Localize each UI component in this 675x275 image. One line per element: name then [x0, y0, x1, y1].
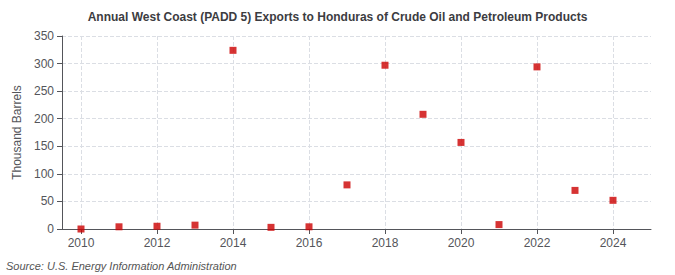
svg-text:Thousand Barrels: Thousand Barrels: [10, 85, 24, 180]
svg-text:50: 50: [41, 194, 55, 208]
svg-text:2018: 2018: [372, 236, 399, 250]
svg-text:100: 100: [34, 167, 54, 181]
svg-text:2010: 2010: [68, 236, 95, 250]
svg-text:2012: 2012: [144, 236, 171, 250]
svg-text:0: 0: [47, 222, 54, 236]
svg-text:2014: 2014: [220, 236, 247, 250]
svg-text:350: 350: [34, 29, 54, 43]
svg-text:2016: 2016: [296, 236, 323, 250]
svg-text:2022: 2022: [524, 236, 551, 250]
svg-text:Source: U.S. Energy Informatio: Source: U.S. Energy Information Administ…: [6, 260, 237, 272]
svg-text:200: 200: [34, 112, 54, 126]
svg-text:300: 300: [34, 57, 54, 71]
svg-text:Annual West Coast (PADD 5) Exp: Annual West Coast (PADD 5) Exports to Ho…: [88, 10, 588, 24]
svg-text:2024: 2024: [600, 236, 627, 250]
svg-text:250: 250: [34, 84, 54, 98]
svg-text:2020: 2020: [448, 236, 475, 250]
svg-text:150: 150: [34, 139, 54, 153]
